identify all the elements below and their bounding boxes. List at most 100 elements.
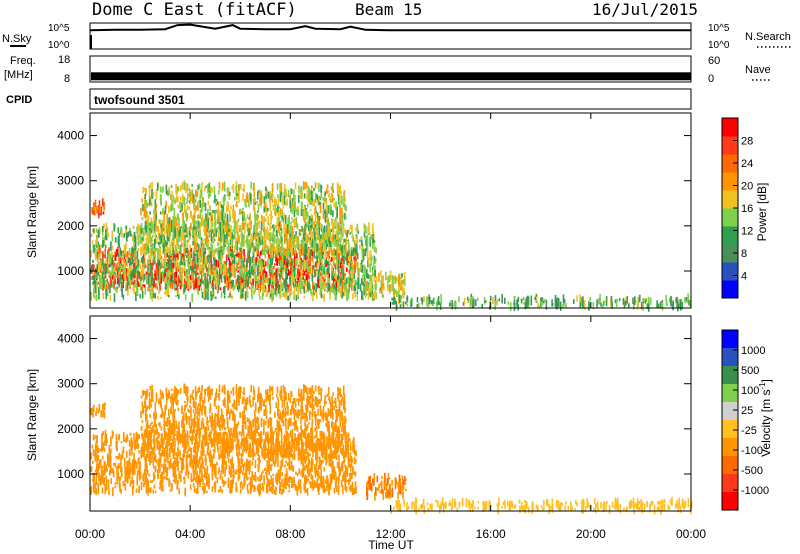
heatmap-cell (315, 211, 317, 219)
heatmap-cell (136, 284, 138, 294)
nsky-ytick-bottom: 10^0 (48, 40, 70, 51)
heatmap-cell (362, 275, 365, 285)
heatmap-cell (406, 295, 409, 303)
heatmap-cell (147, 235, 149, 245)
heatmap-cell (346, 255, 348, 265)
heatmap-cell (402, 301, 405, 308)
colorbar-segment (722, 208, 738, 227)
heatmap-cell (217, 206, 220, 216)
heatmap-cell (261, 215, 263, 219)
heatmap-cell (145, 219, 148, 226)
heatmap-cell (191, 194, 194, 204)
heatmap-cell (104, 243, 107, 247)
heatmap-cell (192, 279, 194, 283)
heatmap-cell (343, 229, 346, 232)
heatmap-cell (291, 246, 293, 256)
heatmap-cell (141, 286, 143, 291)
heatmap-cell (229, 231, 231, 239)
heatmap-cell (301, 226, 303, 232)
heatmap-cell (130, 233, 132, 237)
heatmap-cell (114, 272, 117, 280)
heatmap-cell (100, 206, 103, 216)
heatmap-cell (328, 238, 330, 244)
heatmap-cell (367, 225, 369, 236)
heatmap-cell (330, 257, 333, 262)
heatmap-cell (259, 296, 261, 300)
heatmap-cell (216, 201, 219, 205)
heatmap-cell (289, 194, 292, 200)
heatmap-cell (403, 287, 405, 292)
heatmap-cell (179, 251, 181, 255)
heatmap-cell (283, 190, 286, 193)
heatmap-cell (285, 287, 287, 292)
heatmap-cell (197, 249, 200, 258)
heatmap-cell (193, 199, 196, 203)
heatmap-cell (258, 252, 260, 256)
heatmap-cell (119, 263, 122, 268)
heatmap-cell (117, 227, 120, 234)
heatmap-cell (648, 301, 650, 312)
heatmap-cell (158, 289, 160, 294)
heatmap-cell (175, 295, 177, 298)
heatmap-cell (202, 201, 205, 208)
heatmap-cell (144, 481, 146, 486)
heatmap-cell (236, 231, 239, 237)
heatmap-cell (157, 295, 159, 300)
heatmap-cell (181, 229, 184, 232)
heatmap-cell (513, 296, 516, 305)
heatmap-cell (498, 298, 501, 302)
heatmap-cell (471, 300, 474, 308)
heatmap-cell (260, 269, 263, 274)
heatmap-cell (293, 286, 296, 296)
heatmap-cell (239, 276, 242, 286)
heatmap-cell (212, 235, 215, 243)
heatmap-cell (234, 285, 236, 289)
heatmap-cell (208, 192, 211, 196)
heatmap-cell (334, 221, 336, 226)
heatmap-cell (380, 280, 382, 289)
heatmap-cell (166, 442, 169, 447)
heatmap-cell (198, 281, 200, 291)
heatmap-cell (156, 285, 159, 290)
heatmap-cell (176, 232, 178, 237)
heatmap-cell (162, 243, 165, 253)
heatmap-cell (175, 474, 177, 484)
heatmap-cell (665, 295, 667, 302)
heatmap-cell (350, 278, 353, 282)
heatmap-cell (175, 257, 178, 267)
heatmap-cell (291, 270, 294, 275)
heatmap-cell (166, 244, 169, 251)
heatmap-cell (303, 193, 306, 199)
heatmap-cell (228, 284, 230, 288)
heatmap-cell (361, 243, 363, 251)
heatmap-cell (160, 262, 162, 269)
heatmap-cell (157, 274, 160, 284)
heatmap-cell (279, 221, 282, 229)
heatmap-cell (189, 197, 192, 201)
heatmap-cell (343, 238, 345, 243)
heatmap-cell (540, 302, 543, 307)
heatmap-cell (257, 272, 260, 280)
heatmap-cell (110, 272, 112, 278)
heatmap-cell (223, 234, 226, 243)
heatmap-cell (195, 263, 197, 274)
heatmap-cell (300, 231, 302, 235)
heatmap-cell (151, 244, 154, 252)
heatmap-cell (227, 224, 230, 229)
heatmap-cell (271, 247, 273, 256)
heatmap-cell (119, 274, 121, 280)
heatmap-cell (185, 232, 187, 235)
heatmap-cell (314, 228, 317, 233)
heatmap-cell (290, 290, 293, 295)
heatmap-cell (329, 463, 331, 467)
heatmap-cell (255, 257, 258, 262)
heatmap-cell (333, 254, 335, 262)
heatmap-cell (562, 294, 565, 303)
heatmap-cell (256, 213, 258, 221)
heatmap-cell (150, 201, 153, 205)
heatmap-cell (159, 296, 162, 299)
heatmap-cell (257, 244, 260, 250)
heatmap-cell (263, 284, 265, 294)
heatmap-cell (284, 250, 286, 257)
heatmap-cell (101, 229, 104, 232)
